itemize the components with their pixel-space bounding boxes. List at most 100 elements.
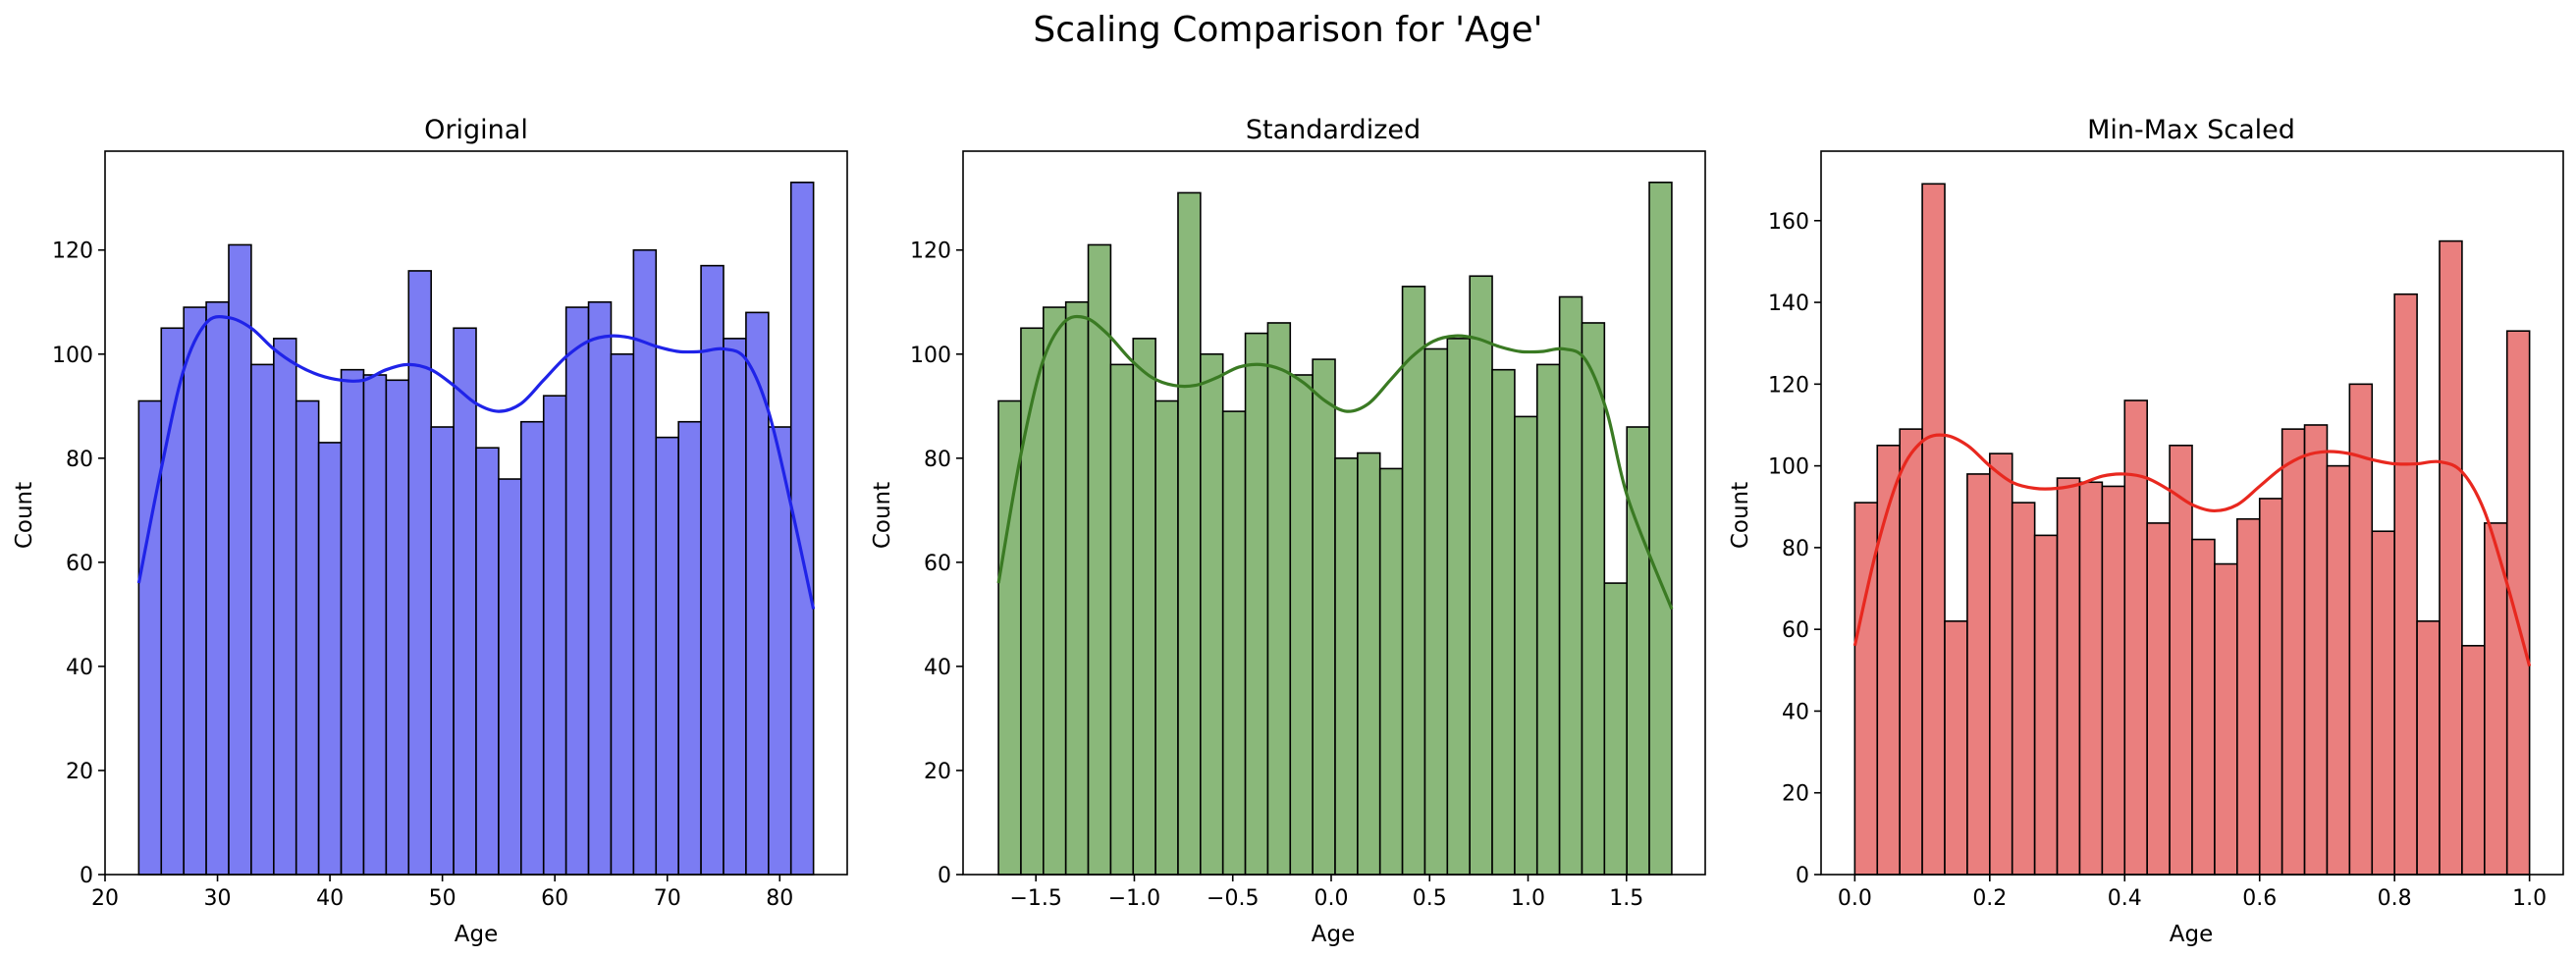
histogram-bar	[2393, 293, 2418, 876]
y-tick-label: 20	[66, 760, 93, 784]
histogram-bar	[1064, 300, 1090, 876]
x-axis-label-min-max-scaled: Age	[2170, 922, 2213, 947]
histogram-bar	[2303, 424, 2329, 876]
histogram-bar	[1446, 338, 1471, 876]
histogram-bar	[1020, 327, 1045, 876]
y-tick-label: 100	[52, 344, 93, 368]
histogram-bar	[1177, 191, 1202, 876]
x-tick-label: 20	[91, 886, 119, 911]
histogram-bar	[542, 395, 567, 876]
y-tick-label: 120	[910, 240, 951, 264]
y-tick-label: 20	[924, 760, 951, 784]
y-tick-label: 80	[1782, 537, 1809, 561]
x-tick-label: 30	[204, 886, 232, 911]
histogram-bar	[2505, 330, 2531, 876]
histogram-bar	[2236, 517, 2261, 876]
histogram-bar	[2258, 498, 2283, 876]
histogram-bar	[1626, 426, 1650, 876]
panel-original: Original Age Count	[12, 115, 528, 947]
axes-frame	[104, 150, 848, 876]
kde-line	[1852, 433, 2532, 667]
kde-line	[996, 314, 1674, 611]
y-tick-label: 100	[910, 344, 951, 368]
histogram-bar	[1966, 473, 1991, 876]
histogram-bar	[385, 379, 410, 876]
x-axis-label-standardized: Age	[1312, 922, 1355, 947]
x-tick-label: −0.5	[1207, 886, 1259, 911]
histogram-bar	[1132, 338, 1156, 876]
histogram-bar	[2461, 645, 2486, 876]
y-tick-label: 80	[924, 448, 951, 472]
histogram-bar	[407, 270, 432, 876]
x-tick-label: 0.2	[1972, 886, 2007, 911]
histogram-bar	[205, 300, 230, 876]
histogram-bar	[587, 300, 613, 876]
y-axis-label-original: Count	[12, 482, 37, 549]
histogram-bar	[295, 399, 320, 876]
histogram-bar	[1312, 358, 1336, 876]
histogram-bar	[1491, 368, 1516, 876]
histogram-bar	[2123, 399, 2148, 876]
histogram-bar	[498, 478, 522, 876]
y-tick-label: 60	[66, 552, 93, 576]
histogram-bar	[1378, 467, 1404, 876]
histogram-bar	[362, 374, 388, 876]
x-tick-label: 60	[541, 886, 568, 911]
y-axis-label-min-max-scaled: Count	[1728, 482, 1753, 549]
histogram-bar	[1921, 183, 1946, 876]
histogram-bar	[2033, 534, 2059, 876]
y-tick-label: 80	[66, 448, 93, 472]
histogram-bar	[1469, 275, 1493, 876]
histogram-bar	[1266, 322, 1292, 876]
y-tick-label: 160	[1768, 210, 1809, 235]
histogram-bar	[1087, 243, 1112, 876]
histogram-bar	[250, 363, 275, 876]
y-tick-label: 0	[938, 864, 951, 888]
y-tick-label: 60	[1782, 618, 1809, 643]
histogram-bar	[1944, 620, 1968, 876]
histogram-bar	[2326, 464, 2351, 876]
histogram-bar	[2281, 428, 2306, 876]
histogram-bar	[610, 352, 635, 876]
histogram-bar	[723, 338, 747, 876]
histogram-bar	[1221, 410, 1247, 876]
histogram-bar	[2191, 538, 2216, 876]
histogram-bar	[453, 327, 477, 876]
histogram-bar	[1043, 306, 1067, 876]
histogram-bar	[1581, 322, 1606, 876]
y-tick-label: 120	[52, 240, 93, 264]
histogram-bar	[475, 447, 500, 876]
histogram-bar	[2056, 477, 2081, 876]
histogram-bar	[1109, 363, 1135, 876]
histogram-bar	[700, 264, 724, 876]
axes-frame	[1820, 150, 2564, 876]
histogram-bar	[1154, 399, 1179, 876]
panel-standardized: Standardized Age Count	[870, 115, 1421, 947]
histogram-bar	[430, 426, 455, 876]
x-tick-label: −1.5	[1009, 886, 1061, 911]
histogram-bar	[1244, 332, 1269, 876]
plot-area-min-max-scaled: 0.0 0.2 0.4 0.6 0.8 1.0 0 20 40 60 80 100 120 140 160	[1768, 150, 2564, 911]
panel-title-standardized: Standardized	[1246, 115, 1421, 145]
x-axis-label-original: Age	[455, 922, 498, 947]
histogram-bar	[1514, 415, 1538, 876]
y-tick-label: 20	[1782, 782, 1809, 807]
histogram-bar	[2146, 522, 2171, 876]
histogram-bar	[2169, 444, 2193, 876]
histogram-bar	[564, 306, 590, 876]
x-tick-label: 80	[766, 886, 793, 911]
y-tick-label: 40	[924, 656, 951, 680]
y-axis-label-standardized: Count	[870, 482, 895, 549]
x-tick-label: 0.8	[2378, 886, 2412, 911]
x-tick-label: 0.0	[1314, 886, 1348, 911]
y-tick-label: 0	[80, 864, 93, 888]
histogram-bar	[1603, 582, 1628, 876]
panel-title-min-max-scaled: Min-Max Scaled	[2087, 115, 2295, 145]
histogram-bar	[2439, 240, 2463, 876]
histogram-bar	[1423, 347, 1449, 876]
x-tick-label: 1.0	[2512, 886, 2547, 911]
y-tick-label: 100	[1768, 455, 1809, 480]
x-tick-label: −1.0	[1108, 886, 1160, 911]
